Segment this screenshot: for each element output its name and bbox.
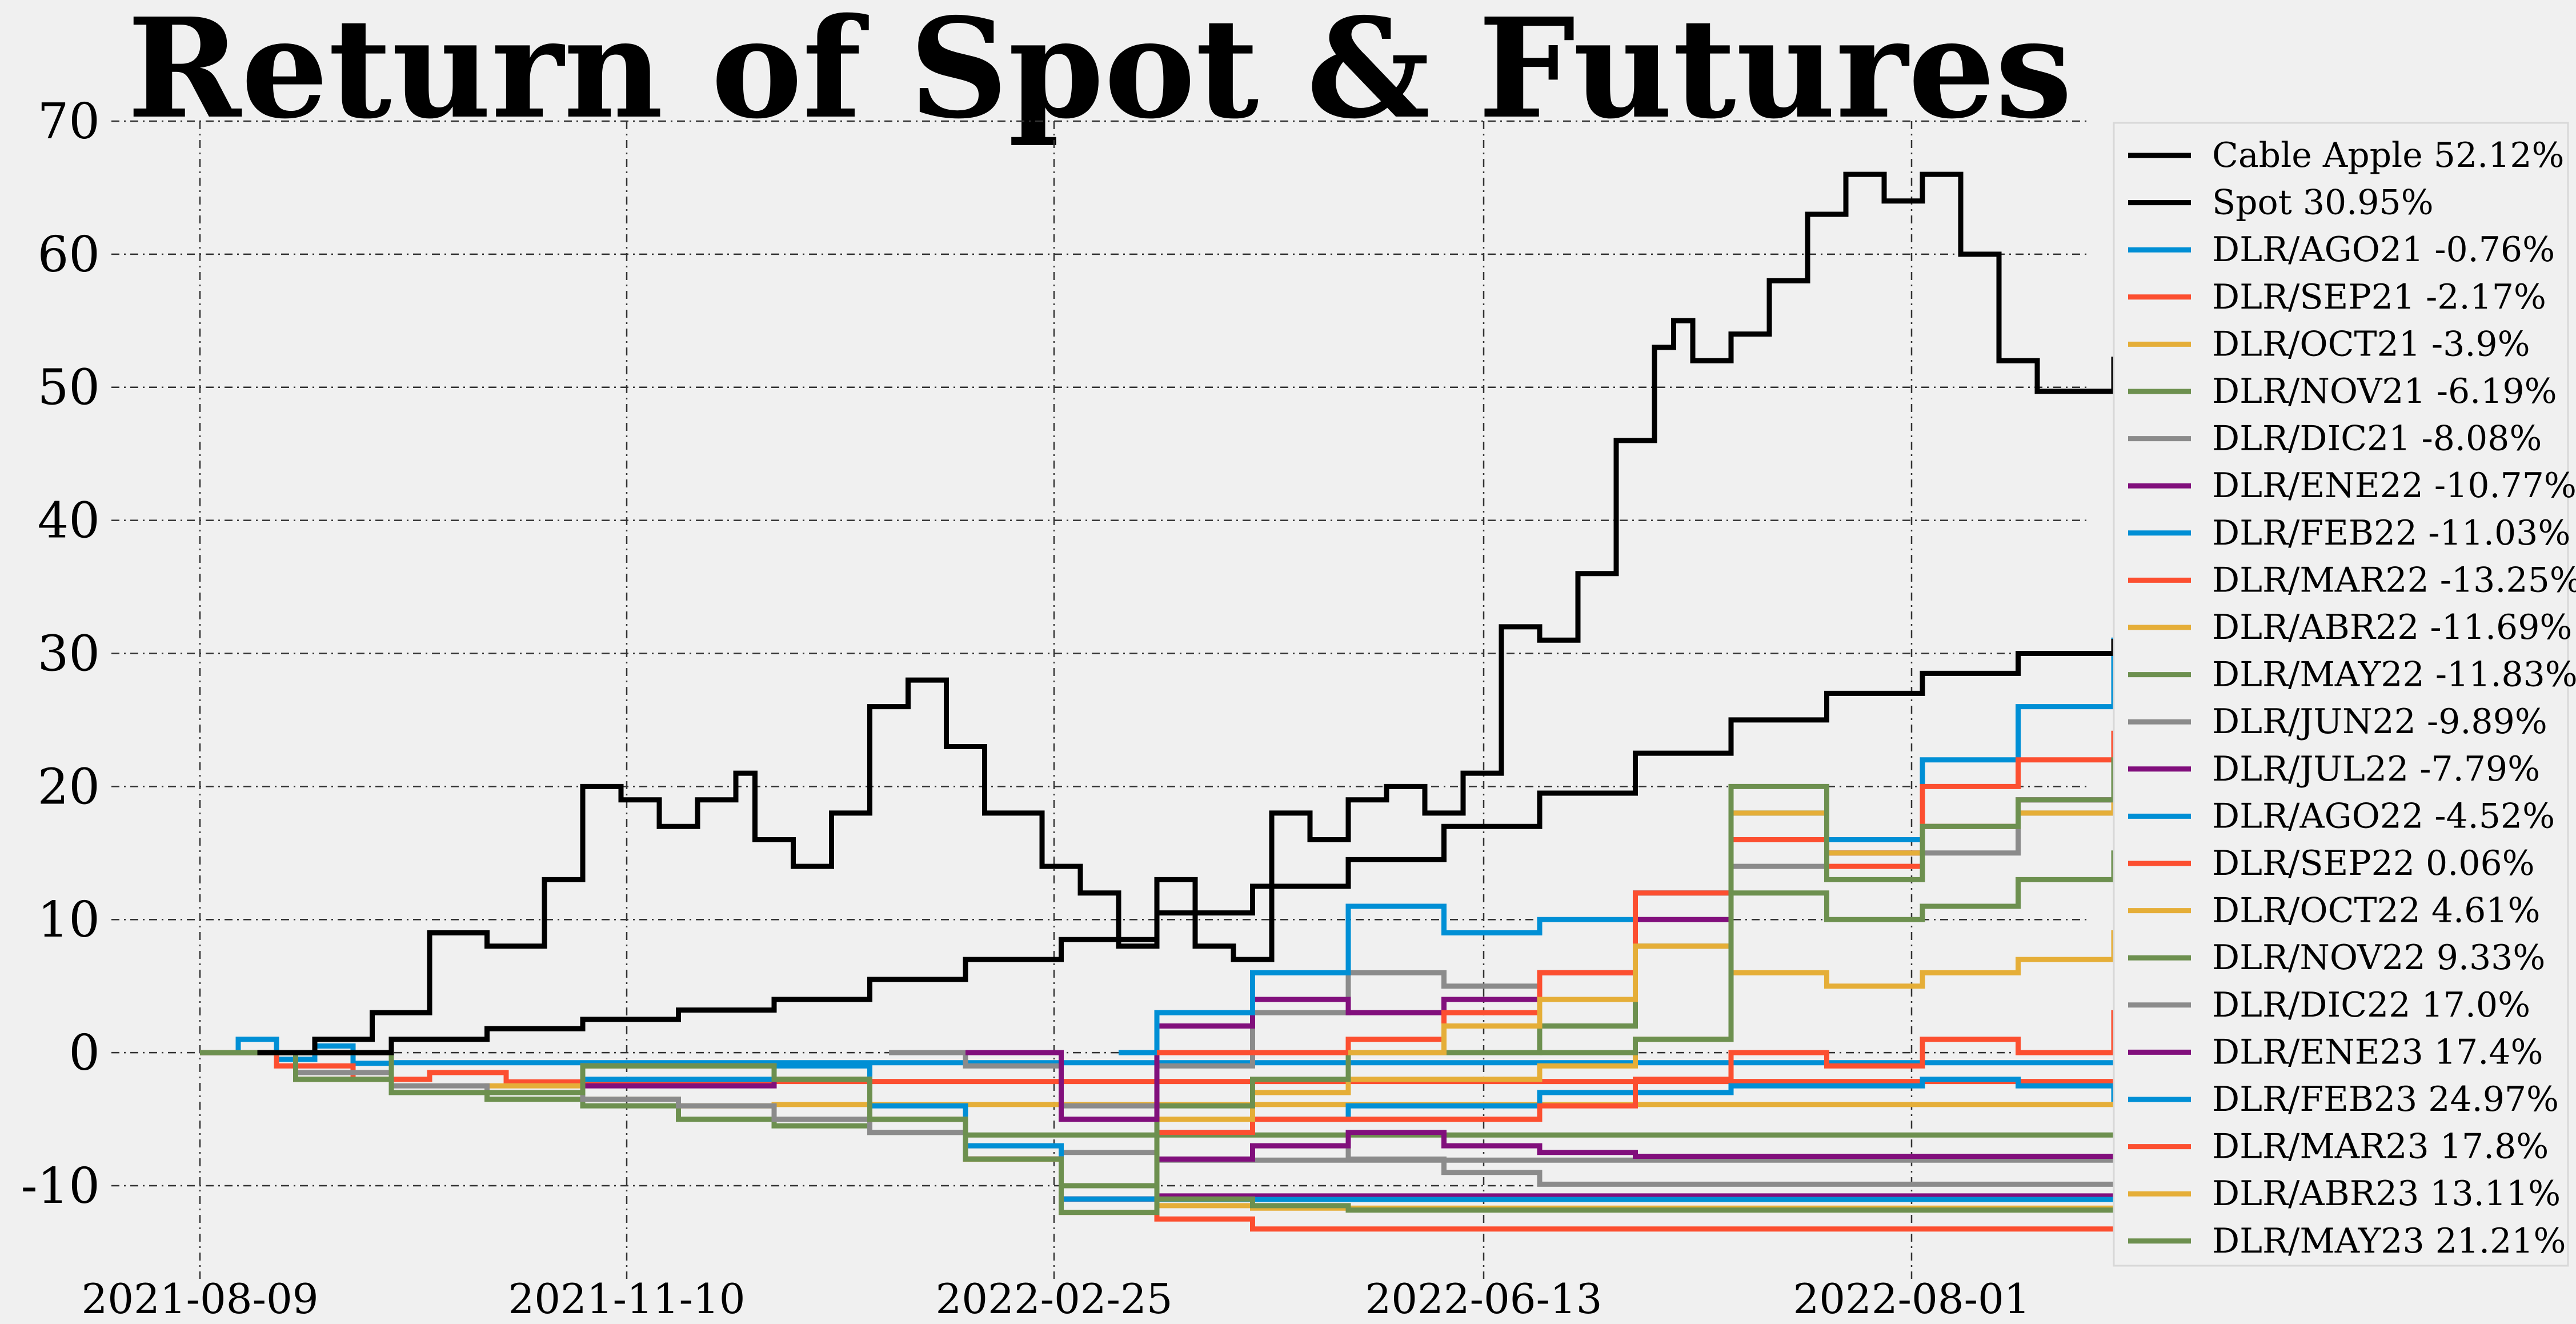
x-tick-label: 2021-11-10 [508, 1275, 745, 1323]
legend-label: DLR/MAY22 -11.83% [2212, 655, 2576, 695]
legend-label: DLR/MAR22 -13.25% [2212, 560, 2576, 600]
series-line-21 [1157, 730, 2212, 1055]
legend-box [2113, 122, 2569, 1267]
series-line-1 [295, 639, 2212, 1055]
x-tick-label: 2021-08-09 [81, 1275, 318, 1323]
legend-label: DLR/AGO21 -0.76% [2212, 230, 2555, 270]
legend-label: DLR/NOV21 -6.19% [2212, 371, 2557, 411]
legend-label: DLR/NOV22 9.33% [2212, 938, 2545, 978]
legend-label: DLR/OCT22 4.61% [2212, 891, 2540, 931]
x-tick-label: 2022-02-25 [935, 1275, 1172, 1323]
legend-label: DLR/AGO22 -4.52% [2212, 796, 2555, 836]
axis-layer: -10 0 10 20 30 40 50 60 70 2021-08-09 2021-11-10 20… [21, 93, 2030, 1323]
series-line-23 [1540, 757, 2212, 1055]
y-tick-label: 20 [38, 758, 100, 815]
chart-title: Return of Spot & Futures [127, 0, 2073, 149]
y-tick-label: 70 [38, 93, 100, 150]
series-line-22 [1348, 757, 2212, 1055]
legend-label: DLR/ENE23 17.4% [2212, 1032, 2543, 1072]
y-tick-label: 10 [38, 891, 100, 949]
legend: Cable Apple 52.12% Spot 30.95% DLR/AGO21 -… [2113, 122, 2576, 1267]
legend-label: DLR/ENE22 -10.77% [2212, 466, 2576, 506]
legend-label: DLR/MAR23 17.8% [2212, 1127, 2549, 1167]
legend-label: DLR/FEB23 24.97% [2212, 1079, 2559, 1119]
series-line-17 [200, 850, 2212, 1215]
legend-label: Cable Apple 52.12% [2212, 135, 2565, 175]
legend-label: DLR/ABR22 -11.69% [2212, 607, 2572, 647]
x-tick-label: 2022-06-13 [1365, 1275, 1602, 1323]
legend-label: DLR/MAY23 21.21% [2212, 1221, 2566, 1261]
legend-label: DLR/JUL22 -7.79% [2212, 749, 2540, 789]
series-line-20 [1119, 637, 2212, 1055]
legend-label: Spot 30.95% [2212, 183, 2434, 223]
x-tick-label: 2022-08-01 [1793, 1275, 2030, 1323]
legend-label: DLR/DIC21 -8.08% [2212, 419, 2542, 459]
legend-label: DLR/JUN22 -9.89% [2212, 702, 2547, 742]
grid-layer [111, 120, 2091, 1279]
y-tick-label: 50 [38, 359, 100, 417]
legend-label: DLR/ABR23 13.11% [2212, 1174, 2561, 1214]
legend-label: DLR/OCT21 -3.9% [2212, 324, 2530, 364]
y-tick-label: 0 [69, 1025, 100, 1082]
series-layer [200, 171, 2212, 1232]
y-tick-label: -10 [21, 1158, 101, 1215]
legend-label: DLR/FEB22 -11.03% [2212, 513, 2570, 553]
legend-label: DLR/SEP21 -2.17% [2212, 277, 2546, 317]
series-line-0 [257, 171, 2210, 1055]
y-tick-label: 30 [38, 625, 100, 682]
y-tick-label: 40 [38, 493, 100, 550]
y-tick-label: 60 [38, 226, 100, 283]
legend-label: DLR/SEP22 0.06% [2212, 843, 2535, 883]
legend-label: DLR/DIC22 17.0% [2212, 985, 2530, 1025]
